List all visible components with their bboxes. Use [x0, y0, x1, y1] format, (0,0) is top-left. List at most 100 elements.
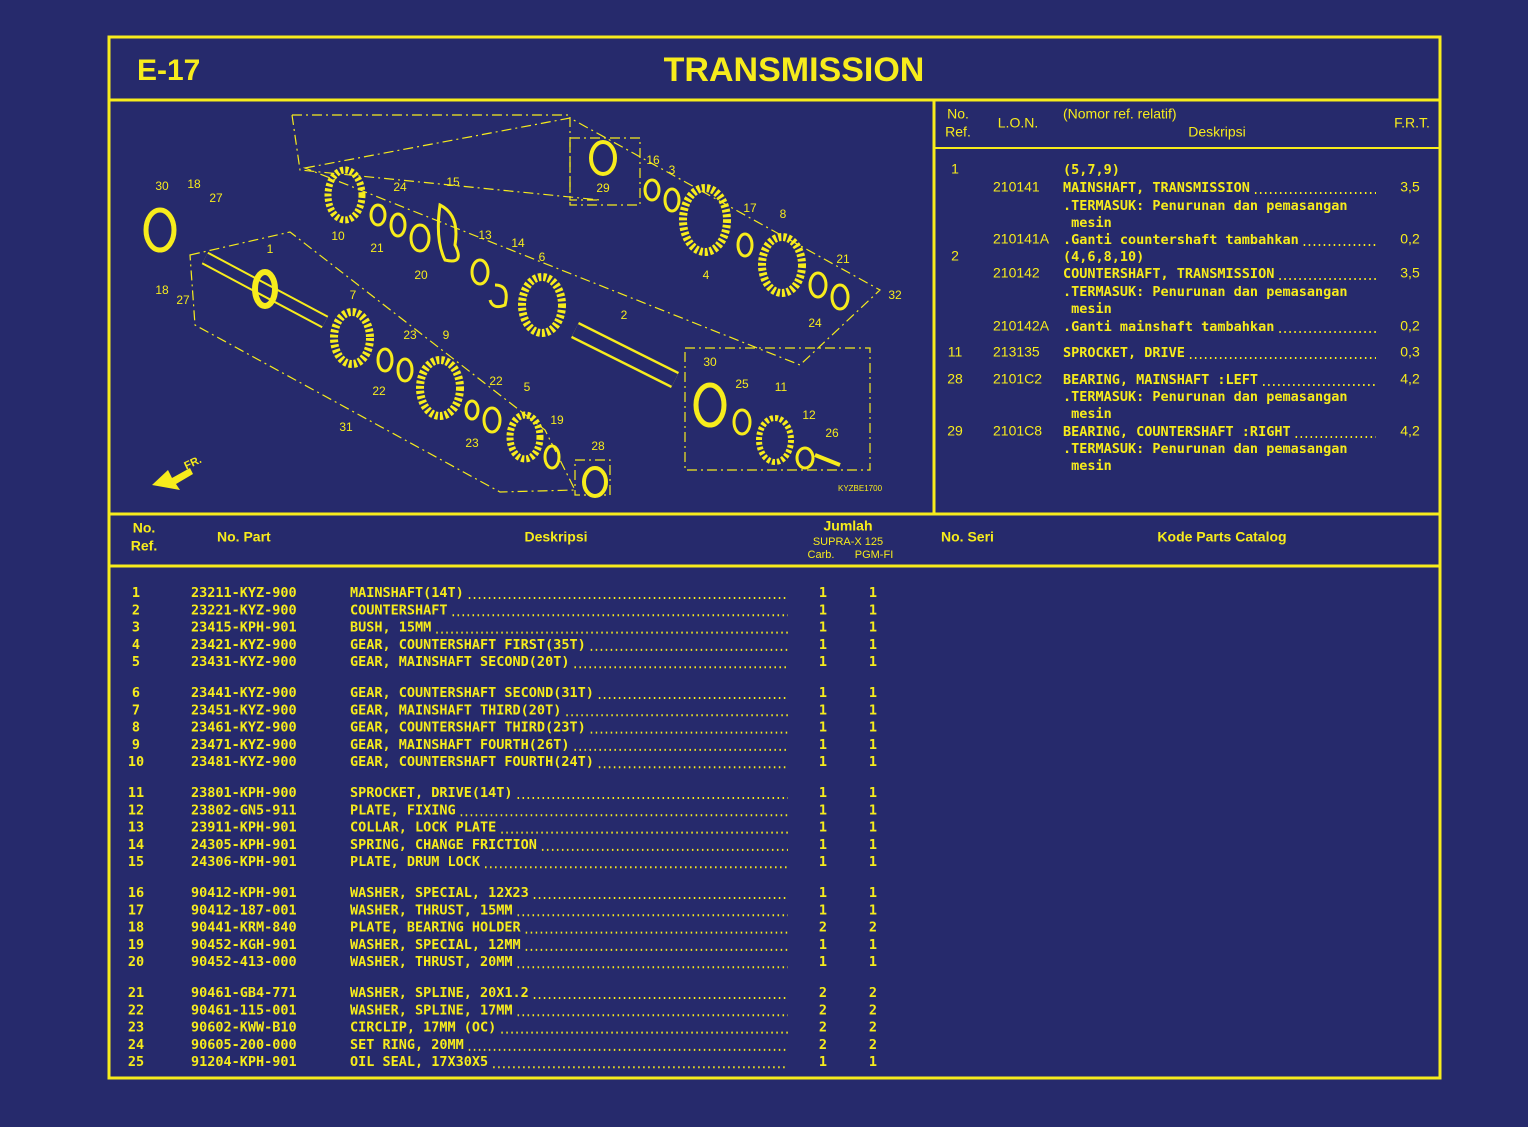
desc-cell: MAINSHAFT, TRANSMISSION	[1063, 180, 1250, 196]
ref-cell: 3	[132, 620, 140, 636]
part-number: 23221-KYZ-900	[191, 602, 297, 618]
part-description: GEAR, MAINSHAFT SECOND(20T)	[350, 654, 569, 670]
part-number: 23911-KPH-901	[191, 820, 297, 836]
ref-cell: 14	[128, 837, 144, 853]
callout-label: 24	[393, 180, 407, 194]
ref-cell: 1	[132, 585, 140, 601]
qty-pgm: 1	[869, 720, 877, 736]
desc-cell: SPROCKET, DRIVE	[1063, 345, 1185, 361]
ref-cell: 10	[128, 754, 144, 770]
callout-label: 22	[372, 384, 386, 398]
part-description: WASHER, SPECIAL, 12X23	[350, 885, 529, 901]
qty-pgm: 1	[869, 585, 877, 601]
part-description: WASHER, THRUST, 15MM	[350, 902, 513, 918]
qty-carb: 1	[819, 854, 827, 870]
qty-carb: 2	[819, 1020, 827, 1036]
part-number: 90605-200-000	[191, 1037, 297, 1053]
ref-cell: 5	[132, 654, 140, 670]
header-label: SUPRA-X 125	[813, 536, 883, 548]
part-description: PLATE, BEARING HOLDER	[350, 920, 522, 936]
callout-label: 11	[775, 380, 788, 394]
lon-cell: 210142A	[993, 318, 1050, 334]
qty-pgm: 1	[869, 885, 877, 901]
callout-label: 23	[403, 328, 417, 342]
exploded-diagram	[143, 114, 882, 498]
lon-cell: 2101C8	[993, 423, 1042, 439]
header-label: PGM-FI	[855, 549, 894, 561]
qty-carb: 1	[819, 802, 827, 818]
header-label: L.O.N.	[998, 115, 1038, 131]
callout-label: 32	[888, 288, 902, 302]
header-label: Kode Parts Catalog	[1157, 529, 1286, 545]
header-label: Carb.	[808, 549, 835, 561]
callout-label: 23	[465, 436, 479, 450]
desc-cell: .TERMASUK: Penurunan dan pemasangan	[1063, 441, 1347, 457]
ref-cell: 29	[947, 423, 963, 439]
part-description: SET RING, 20MM	[350, 1037, 464, 1053]
qty-pgm: 1	[869, 902, 877, 918]
header-label: (Nomor ref. relatif)	[1063, 106, 1177, 122]
part-description: PLATE, FIXING	[350, 802, 456, 818]
qty-carb: 1	[819, 654, 827, 670]
part-description: MAINSHAFT(14T)	[350, 585, 464, 601]
qty-pgm: 1	[869, 954, 877, 970]
callout-label: 21	[370, 241, 384, 255]
ref-cell: 17	[128, 902, 144, 918]
qty-pgm: 2	[869, 920, 877, 936]
part-number: 90441-KRM-840	[191, 920, 297, 936]
callout-label: 16	[646, 153, 660, 167]
part-description: GEAR, COUNTERSHAFT SECOND(31T)	[350, 685, 594, 701]
qty-carb: 2	[819, 985, 827, 1001]
qty-pgm: 1	[869, 837, 877, 853]
desc-cell: .TERMASUK: Penurunan dan pemasangan	[1063, 284, 1347, 300]
desc-cell: .Ganti mainshaft tambahkan	[1063, 319, 1274, 335]
ref-cell: 12	[128, 802, 144, 818]
ref-cell: 6	[132, 685, 140, 701]
qty-pgm: 1	[869, 620, 877, 636]
callout-label: 22	[489, 374, 503, 388]
ref-cell: 18	[128, 920, 144, 936]
part-description: CIRCLIP, 17MM (OC)	[350, 1020, 496, 1036]
part-description: PLATE, DRUM LOCK	[350, 854, 481, 870]
part-number: 23431-KYZ-900	[191, 654, 297, 670]
part-number: 23802-GN5-911	[191, 802, 297, 818]
qty-pgm: 1	[869, 937, 877, 953]
ref-cell: 7	[132, 702, 140, 718]
callout-label: 2	[621, 308, 628, 322]
callout-label: 20	[414, 268, 428, 282]
ref-cell: 24	[128, 1037, 144, 1053]
ref-cell: 20	[128, 954, 144, 970]
part-number: 23451-KYZ-900	[191, 702, 297, 718]
qty-carb: 2	[819, 1037, 827, 1053]
lon-cell: 213135	[993, 344, 1040, 360]
ref-cell: 28	[947, 371, 963, 387]
callout-label: 18	[187, 177, 201, 191]
callout-label: 15	[446, 175, 460, 189]
qty-carb: 2	[819, 920, 827, 936]
part-number: 90461-GB4-771	[191, 985, 297, 1001]
lon-cell: 210141	[993, 179, 1040, 195]
part-number: 90452-KGH-901	[191, 937, 297, 953]
callout-label: 30	[155, 179, 169, 193]
qty-carb: 1	[819, 785, 827, 801]
ref-cell: 11	[948, 344, 963, 360]
callout-label: 27	[176, 293, 190, 307]
desc-cell: (5,7,9)	[1063, 162, 1120, 178]
frame	[107, 35, 1442, 1080]
callout-label: 30	[703, 355, 717, 369]
qty-pgm: 1	[869, 654, 877, 670]
part-number: 90412-KPH-901	[191, 885, 297, 901]
part-description: GEAR, COUNTERSHAFT FIRST(35T)	[350, 637, 586, 653]
ref-cell: 2	[132, 602, 140, 618]
part-description: BUSH, 15MM	[350, 620, 431, 636]
header-label: Ref.	[945, 124, 971, 140]
qty-pgm: 2	[869, 1002, 877, 1018]
part-number: 23801-KPH-900	[191, 785, 297, 801]
qty-pgm: 1	[869, 702, 877, 718]
callout-label: 24	[808, 316, 822, 330]
qty-pgm: 1	[869, 685, 877, 701]
ref-cell: 8	[132, 720, 140, 736]
ref-cell: 4	[132, 637, 140, 653]
ref-cell: 1	[951, 161, 959, 177]
